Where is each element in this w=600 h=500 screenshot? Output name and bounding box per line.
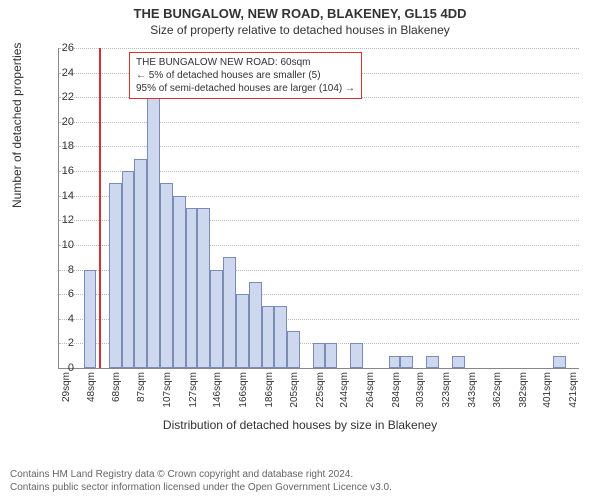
gridline [59,122,579,123]
x-tick-label: 107sqm [162,372,173,408]
footer-line-1: Contains HM Land Registry data © Crown c… [10,468,392,481]
histogram-bar [325,343,337,368]
marker-line [99,48,101,368]
histogram-bar [452,356,465,368]
histogram-bar [249,282,262,368]
x-tick-label: 146sqm [212,372,223,408]
histogram-bar [84,270,97,368]
annotation-box: THE BUNGALOW NEW ROAD: 60sqm← 5% of deta… [129,52,362,99]
x-tick-label: 166sqm [238,372,249,408]
annotation-line: 95% of semi-detached houses are larger (… [136,82,355,95]
histogram-bar [313,343,326,368]
x-tick-label: 205sqm [289,372,300,408]
y-tick-label: 10 [44,239,74,251]
histogram-bar [197,208,210,368]
histogram-bar [350,343,363,368]
annotation-line: THE BUNGALOW NEW ROAD: 60sqm [136,56,355,69]
y-tick-label: 6 [44,288,74,300]
y-tick-label: 2 [44,337,74,349]
gridline [59,48,579,49]
x-tick-label: 48sqm [86,372,97,402]
x-tick-label: 343sqm [467,372,478,408]
x-tick-label: 127sqm [188,372,199,408]
y-tick-label: 20 [44,116,74,128]
x-tick-label: 323sqm [441,372,452,408]
x-tick-label: 401sqm [542,372,553,408]
x-tick-label: 244sqm [339,372,350,408]
histogram-bar [147,97,160,368]
x-tick-label: 68sqm [111,372,122,402]
histogram-bar [122,171,134,368]
histogram-bar [426,356,439,368]
histogram-bar [134,159,147,368]
plot-area: THE BUNGALOW NEW ROAD: 60sqm← 5% of deta… [58,48,579,369]
y-tick-label: 26 [44,42,74,54]
chart-container: THE BUNGALOW, NEW ROAD, BLAKENEY, GL15 4… [0,0,600,500]
histogram-bar [553,356,566,368]
x-tick-label: 186sqm [264,372,275,408]
x-tick-label: 421sqm [568,372,579,408]
y-tick-label: 22 [44,91,74,103]
x-tick-label: 29sqm [61,372,72,402]
histogram-bar [236,294,249,368]
y-tick-label: 18 [44,140,74,152]
histogram-bar [223,257,236,368]
x-tick-label: 87sqm [136,372,147,402]
histogram-bar [262,306,274,368]
y-tick-label: 12 [44,214,74,226]
y-tick-label: 4 [44,313,74,325]
chart-subtitle: Size of property relative to detached ho… [0,21,600,37]
histogram-bar [160,183,173,368]
histogram-bar [287,331,300,368]
y-tick-label: 24 [44,67,74,79]
x-tick-label: 303sqm [415,372,426,408]
histogram-bar [274,306,287,368]
x-tick-label: 225sqm [315,372,326,408]
x-tick-label: 284sqm [391,372,402,408]
x-axis-label: Distribution of detached houses by size … [0,418,600,432]
histogram-bar [210,270,223,368]
x-tick-label: 362sqm [492,372,503,408]
annotation-line: ← 5% of detached houses are smaller (5) [136,69,355,82]
y-tick-label: 8 [44,264,74,276]
histogram-bar [389,356,401,368]
gridline [59,146,579,147]
x-tick-label: 264sqm [365,372,376,408]
histogram-bar [186,208,198,368]
footer-line-2: Contains public sector information licen… [10,481,392,494]
y-tick-label: 16 [44,165,74,177]
histogram-bar [400,356,413,368]
x-tick-label: 382sqm [518,372,529,408]
footer-attribution: Contains HM Land Registry data © Crown c… [10,468,392,494]
histogram-bar [109,183,122,368]
chart-title: THE BUNGALOW, NEW ROAD, BLAKENEY, GL15 4… [0,0,600,21]
y-tick-label: 14 [44,190,74,202]
y-axis-label: Number of detached properties [10,43,24,208]
histogram-bar [173,196,186,368]
